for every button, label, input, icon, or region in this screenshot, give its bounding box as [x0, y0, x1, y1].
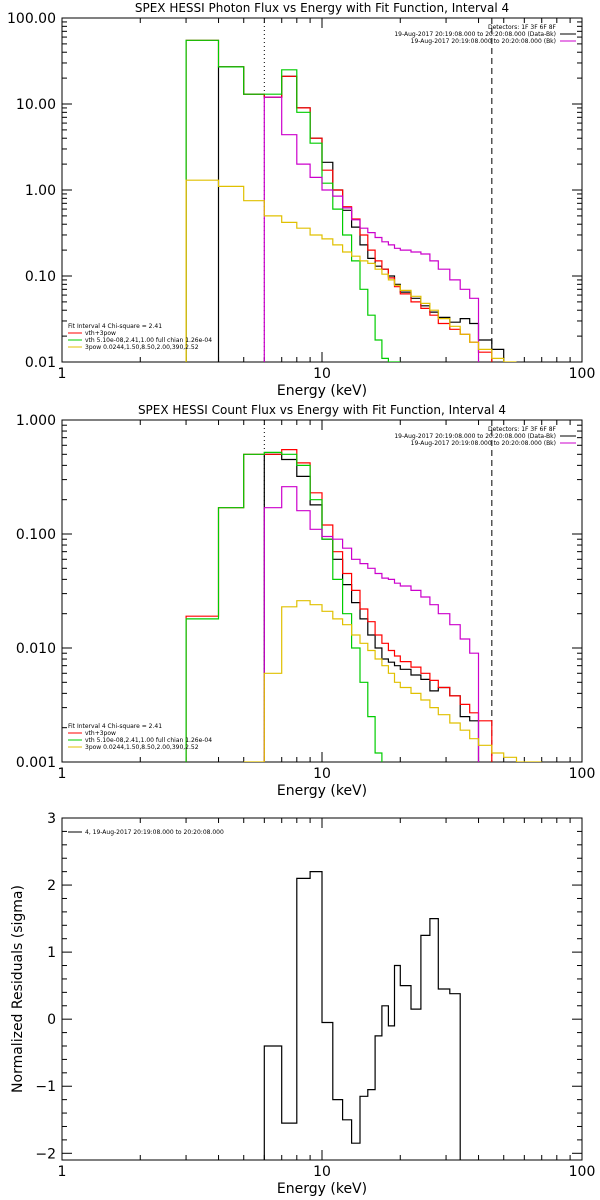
- chart-panel-3: 1 10 100 Energy (keV) −2 −1 0 1 2 3 Normalized Res…: [10, 811, 595, 1197]
- y-tick-label: 3: [47, 811, 56, 827]
- x-axis-label: Energy (keV): [277, 1181, 367, 1197]
- x-tick-label: 100: [569, 766, 596, 782]
- chart-title: SPEX HESSI Photon Flux vs Energy with Fi…: [135, 1, 509, 15]
- y-tick-label: 0.001: [16, 755, 56, 771]
- series-line-2: [185, 449, 493, 762]
- x-tick-label: 100: [569, 1164, 596, 1180]
- y-tick-label: −1: [35, 1079, 56, 1095]
- y-tick-label: −2: [35, 1146, 56, 1162]
- x-axis-label: Energy (keV): [277, 383, 367, 399]
- legend-entry-right: Detectors: 1F 3F 6F 8F: [488, 24, 557, 31]
- legend-entry-left: vth 5.10e-08,2.41,1.00 full chian 1.26e-…: [85, 337, 212, 344]
- x-tick-label: 1: [58, 366, 67, 382]
- legend-entry-right: Detectors: 1F 3F 6F 8F: [488, 426, 557, 433]
- y-tick-label: 0.010: [16, 641, 56, 657]
- legend-entry-right: 19-Aug-2017 20:19:08.000 to 20:20:08.000…: [394, 31, 556, 38]
- y-tick-label: 2: [47, 878, 56, 894]
- series-line-1: [217, 66, 505, 362]
- plot-frame: [61, 419, 583, 763]
- y-tick-label: 0.100: [16, 527, 56, 543]
- legend-entry-left: Fit Interval 4 Chi-square = 2.41: [68, 723, 162, 730]
- legend-entry-right: 19-Aug-2017 20:19:08.000 to 20:20:08.000…: [394, 433, 556, 440]
- x-tick-label: 10: [313, 1164, 331, 1180]
- chart-title: SPEX HESSI Count Flux vs Energy with Fit…: [138, 403, 506, 417]
- y-tick-label: 100.00: [7, 11, 56, 27]
- legend-entry-left: 3pow 0.0244,1.50,8.50,2.00,390,2.52: [85, 744, 199, 751]
- legend-entry-left: vth+3pow: [85, 330, 116, 337]
- series-line-3: [185, 451, 383, 762]
- y-tick-label: 10.00: [16, 97, 56, 113]
- y-tick-label: 1.00: [25, 183, 56, 199]
- y-tick-label: 0.10: [25, 269, 56, 285]
- series-line-1: [263, 871, 461, 1160]
- series-line-5: [243, 600, 542, 762]
- chart-panel-1: SPEX HESSI Photon Flux vs Energy with Fi…: [7, 1, 595, 399]
- y-tick-label: 0: [47, 1012, 56, 1028]
- series-line-4: [263, 96, 480, 362]
- x-tick-label: 100: [569, 366, 596, 382]
- y-tick-label: 0.01: [25, 355, 56, 371]
- y-axis-label: Normalized Residuals (sigma): [10, 885, 26, 1093]
- legend-entry-right: 19-Aug-2017 20:19:08.000 to 20:20:08.000…: [411, 440, 556, 447]
- legend-entry-left: vth+3pow: [85, 730, 116, 737]
- x-tick-label: 1: [58, 766, 67, 782]
- x-tick-label: 1: [58, 1164, 67, 1180]
- chart-panel-2: SPEX HESSI Count Flux vs Energy with Fit…: [16, 403, 595, 799]
- y-tick-label: 1: [47, 945, 56, 961]
- series-line-3: [185, 39, 401, 362]
- y-tick-label: 1.000: [16, 413, 56, 429]
- series-line-5: [185, 179, 517, 362]
- legend-entry-left: 4, 19-Aug-2017 20:19:08.000 to 20:20:08.…: [85, 829, 224, 836]
- legend-entry-right: 19-Aug-2017 20:19:08.000 to 20:20:08.000…: [411, 38, 556, 45]
- x-tick-label: 10: [313, 766, 331, 782]
- series-line-2: [185, 39, 493, 362]
- x-tick-label: 10: [313, 366, 331, 382]
- x-axis-label: Energy (keV): [277, 783, 367, 799]
- legend-entry-left: Fit Interval 4 Chi-square = 2.41: [68, 323, 162, 330]
- series-line-4: [263, 486, 480, 762]
- legend-entry-left: vth 5.10e-08,2.41,1.00 full chian 1.26e-…: [85, 737, 212, 744]
- legend-entry-left: 3pow 0.0244,1.50,8.50,2.00,390,2.52: [85, 344, 199, 351]
